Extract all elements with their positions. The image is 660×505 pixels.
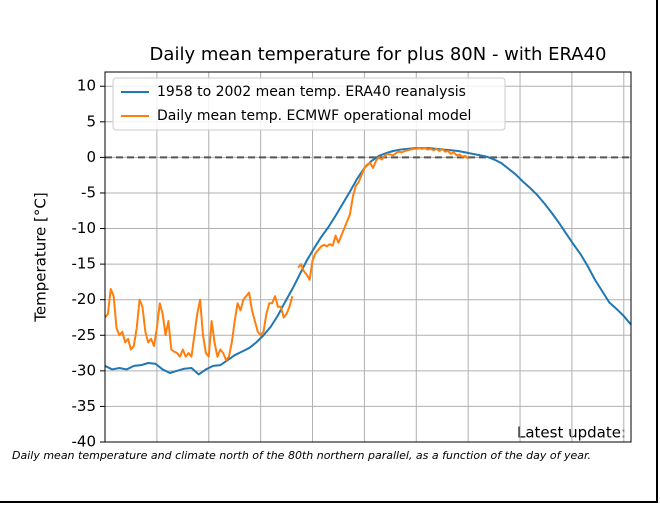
y-tick-label: -30	[72, 361, 97, 379]
y-tick-label: 5	[86, 112, 96, 130]
chart-title: Daily mean temperature for plus 80N - wi…	[150, 44, 607, 65]
y-tick-label: -25	[72, 326, 97, 344]
caption: Daily mean temperature and climate north…	[12, 449, 592, 462]
legend-label: 1958 to 2002 mean temp. ERA40 reanalysis	[157, 84, 466, 100]
y-tick-label: -35	[72, 397, 97, 415]
legend-label: Daily mean temp. ECMWF operational model	[157, 108, 471, 124]
legend-box	[112, 77, 506, 131]
series-line	[105, 147, 469, 362]
y-tick-label: 0	[86, 148, 96, 166]
y-tick-label: -5	[81, 183, 96, 201]
y-tick-label: -10	[72, 219, 97, 237]
y-tick-label: 10	[77, 77, 96, 95]
series-line	[105, 147, 631, 376]
y-tick-label: -15	[72, 255, 97, 273]
y-tick-label: -20	[72, 290, 97, 308]
y-axis-label: Temperature [°C]	[32, 192, 50, 322]
y-tick-label: -40	[72, 433, 97, 451]
plot-frame	[104, 71, 632, 443]
